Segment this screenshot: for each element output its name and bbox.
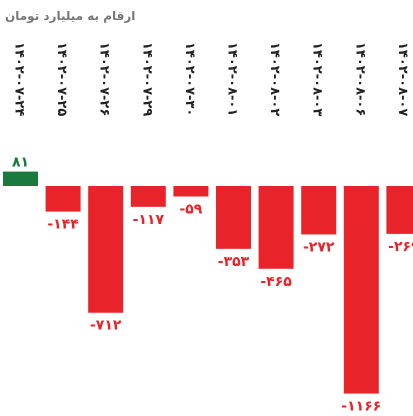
chart-title: ارقام به میلیارد تومان [5,9,135,24]
value-label: -۲۷۲ [303,239,335,255]
x-tick-label: ۱۴۰۲-۰۷-۲۹ [139,42,154,116]
bar [3,171,38,186]
x-tick-label: ۱۴۰۲-۰۸-۰۱ [225,42,240,116]
value-label: -۷۱۲ [90,318,122,334]
value-label: ۸۱ [12,155,29,171]
x-tick-label: ۱۴۰۲-۰۸-۰۶ [352,42,367,116]
bar [343,186,379,394]
x-tick-label: ۱۴۰۲-۰۸-۰۷ [395,42,410,116]
bar [88,186,124,313]
x-tick-label: ۱۴۰۲-۰۷-۲۵ [54,42,69,116]
x-tick-label: ۱۴۰۲-۰۷-۳۰ [182,42,197,116]
value-label: -۱۱۷ [133,212,165,228]
bar [216,186,251,249]
value-label: -۴۶۵ [260,274,292,290]
x-tick-label: ۱۴۰۲-۰۷-۲۶ [97,42,112,116]
bar [130,186,166,207]
bar [258,186,294,269]
value-label: -۲۶۹ [388,239,413,255]
bar [301,186,337,235]
x-tick-label: ۱۴۰۲-۰۷-۲۴ [12,42,27,116]
bar [386,186,413,234]
value-label: -۳۵۳ [218,254,250,270]
bar [173,186,209,197]
value-label: -۱۱۶۶ [341,399,381,415]
x-tick-label: ۱۴۰۲-۰۸-۰۳ [310,42,325,116]
value-label: -۱۴۴ [47,217,79,233]
x-tick-label: ۱۴۰۲-۰۸-۰۲ [267,42,282,116]
value-label: -۵۹ [179,202,202,218]
bar [45,186,81,212]
